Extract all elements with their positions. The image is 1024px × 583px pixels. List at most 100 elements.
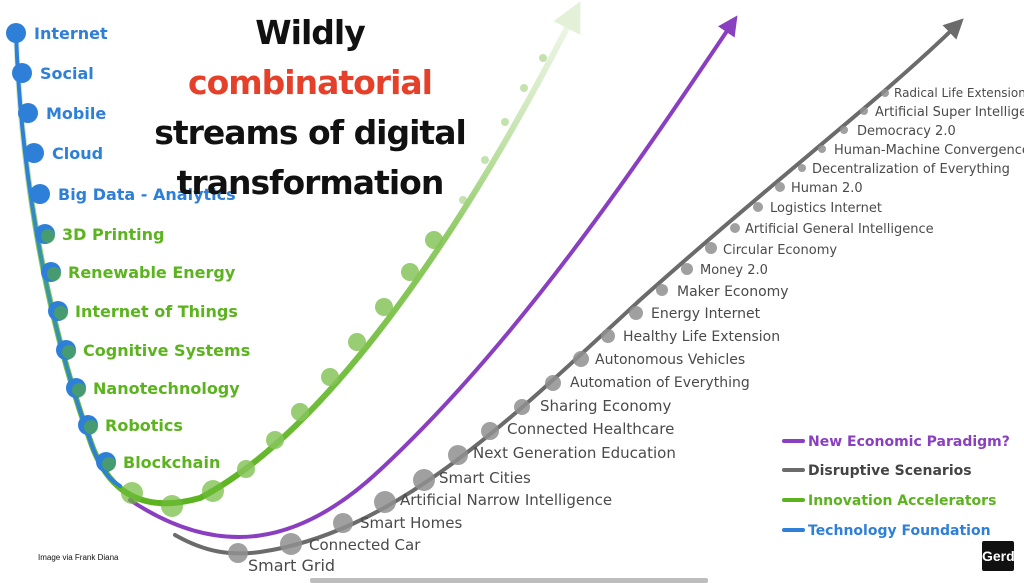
trend-dot — [321, 368, 339, 386]
innovation-dot-overlay — [47, 267, 61, 281]
foundation-label-social: Social — [40, 64, 94, 83]
disruptive-label-maker-economy: Maker Economy — [677, 284, 789, 300]
innovation-dot-overlay — [102, 457, 116, 471]
foundation-dot-cloud — [24, 143, 44, 163]
innovation-dot-overlay — [54, 306, 68, 320]
disruptive-dot-radical-life-extension — [881, 89, 889, 97]
trend-dot — [401, 263, 419, 281]
innovation-label-nanotechnology: Nanotechnology — [93, 379, 240, 398]
legend: New Economic Paradigm? Disruptive Scenari… — [782, 434, 1010, 539]
disruptive-label-smart-grid: Smart Grid — [248, 556, 335, 575]
trend-dot — [425, 231, 443, 249]
foundation-label-cloud: Cloud — [52, 144, 103, 163]
foundation-dot-internet — [6, 23, 26, 43]
disruptive-label-circular-economy: Circular Economy — [723, 243, 837, 258]
innovation-label-cognitive-systems: Cognitive Systems — [83, 341, 250, 360]
disruptive-dot-circular-economy — [705, 242, 717, 254]
innovation-label-3d-printing: 3D Printing — [62, 225, 164, 244]
trend-dot — [161, 495, 183, 517]
foundation-dot-social — [12, 63, 32, 83]
trend-dot — [520, 84, 528, 92]
scroll-bar[interactable] — [310, 578, 708, 583]
disruptive-label-energy-internet: Energy Internet — [651, 306, 761, 322]
paradigm-curve — [128, 15, 738, 539]
disruptive-label-decentralization-of-everything: Decentralization of Everything — [812, 162, 1010, 177]
gerd-logo: Gerd — [982, 541, 1015, 571]
disruptive-dot-democracy-2-0 — [840, 126, 848, 134]
trend-dot — [481, 156, 489, 164]
disruptive-dot-human-2-0 — [775, 182, 785, 192]
disruptive-dot-automation-of-everything — [545, 375, 561, 391]
disruptive-label-next-generation-education: Next Generation Education — [473, 444, 676, 462]
legend-label-disruptive-scenarios: Disruptive Scenarios — [808, 463, 972, 479]
disruptive-dot-money-2-0 — [681, 263, 693, 275]
trend-dot — [237, 460, 255, 478]
trend-dot — [501, 118, 509, 126]
trend-dot — [121, 482, 143, 504]
disruptive-dot-human-machine-convergence — [818, 145, 826, 153]
disruptive-label-smart-cities: Smart Cities — [439, 469, 531, 487]
disruptive-label-healthy-life-extension: Healthy Life Extension — [623, 329, 780, 345]
innovation-dot-overlay — [84, 420, 98, 434]
legend-label-innovation-accelerators: Innovation Accelerators — [808, 493, 996, 509]
dots-layer — [6, 23, 889, 563]
title-line-2: streams of digital — [154, 113, 467, 152]
disruptive-dot-smart-cities — [413, 469, 435, 491]
innovation-dot-overlay — [41, 229, 55, 243]
innovation-label-renewable-energy: Renewable Energy — [68, 263, 236, 282]
disruptive-dot-artificial-general-intelligence — [730, 223, 740, 233]
disruptive-dot-connected-car — [280, 533, 302, 555]
trend-dot — [266, 431, 284, 449]
foundation-dot-mobile — [18, 103, 38, 123]
disruptive-label-artificial-super-intelligence: Artificial Super Intelligence — [875, 105, 1024, 120]
disruptive-dot-autonomous-vehicles — [573, 351, 589, 367]
innovation-dot-overlay — [62, 345, 76, 359]
disruptive-label-artificial-narrow-intelligence: Artificial Narrow Intelligence — [400, 491, 612, 509]
title-accent-word: combinatorial — [188, 63, 433, 102]
disruptive-label-artificial-general-intelligence: Artificial General Intelligence — [745, 222, 934, 237]
legend-label-technology-foundation: Technology Foundation — [808, 523, 991, 539]
disruptive-dot-sharing-economy — [514, 399, 530, 415]
disruptive-dot-artificial-narrow-intelligence — [374, 491, 396, 513]
trend-dot — [375, 298, 393, 316]
disruptive-label-automation-of-everything: Automation of Everything — [570, 375, 750, 391]
disruptive-label-democracy-2-0: Democracy 2.0 — [857, 124, 956, 139]
disruptive-label-sharing-economy: Sharing Economy — [540, 397, 672, 415]
trend-dot — [539, 54, 547, 62]
innovation-label-internet-of-things: Internet of Things — [75, 302, 238, 321]
disruptive-label-smart-homes: Smart Homes — [360, 514, 462, 532]
disruptive-label-logistics-internet: Logistics Internet — [770, 201, 882, 216]
innovation-label-blockchain: Blockchain — [123, 453, 220, 472]
diagram-title: Wildly combinatorial streams of digital … — [140, 8, 480, 208]
trend-dot — [348, 333, 366, 351]
foundation-dot-big-data-analytics — [30, 184, 50, 204]
disruptive-dot-healthy-life-extension — [601, 329, 615, 343]
disruptive-dot-energy-internet — [629, 306, 643, 320]
disruptive-dot-next-generation-education — [448, 445, 468, 465]
disruptive-label-money-2-0: Money 2.0 — [700, 263, 768, 278]
disruptive-dot-logistics-internet — [753, 202, 763, 212]
disruptive-dot-connected-healthcare — [481, 422, 499, 440]
disruptive-label-autonomous-vehicles: Autonomous Vehicles — [595, 352, 745, 368]
disruptive-dot-smart-grid — [228, 543, 248, 563]
disruptive-label-human-machine-convergence: Human-Machine Convergence — [834, 143, 1024, 158]
foundation-label-big-data-analytics: Big Data - Analytics — [58, 185, 236, 204]
disruptive-label-human-2-0: Human 2.0 — [791, 181, 863, 196]
legend-label-new-economic-paradigm: New Economic Paradigm? — [808, 434, 1010, 450]
title-line-3: transformation — [176, 163, 445, 202]
disruptive-dot-smart-homes — [333, 513, 353, 533]
disruptive-label-radical-life-extension: Radical Life Extension — [894, 86, 1024, 100]
title-line-1: Wildly combinatorial — [140, 8, 480, 108]
disruptive-label-connected-car: Connected Car — [309, 536, 421, 554]
foundation-label-internet: Internet — [34, 24, 108, 43]
innovation-label-robotics: Robotics — [105, 416, 183, 435]
disruptive-dot-maker-economy — [656, 284, 668, 296]
trend-dot — [459, 196, 467, 204]
foundation-label-mobile: Mobile — [46, 104, 106, 123]
disruptive-dot-artificial-super-intelligence — [860, 107, 868, 115]
image-credit: Image via Frank Diana — [38, 553, 119, 562]
innovation-dot-overlay — [72, 383, 86, 397]
disruptive-label-connected-healthcare: Connected Healthcare — [507, 420, 674, 438]
